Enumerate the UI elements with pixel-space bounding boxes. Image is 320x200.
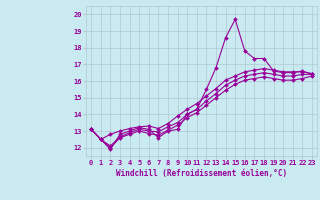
X-axis label: Windchill (Refroidissement éolien,°C): Windchill (Refroidissement éolien,°C) xyxy=(116,169,287,178)
